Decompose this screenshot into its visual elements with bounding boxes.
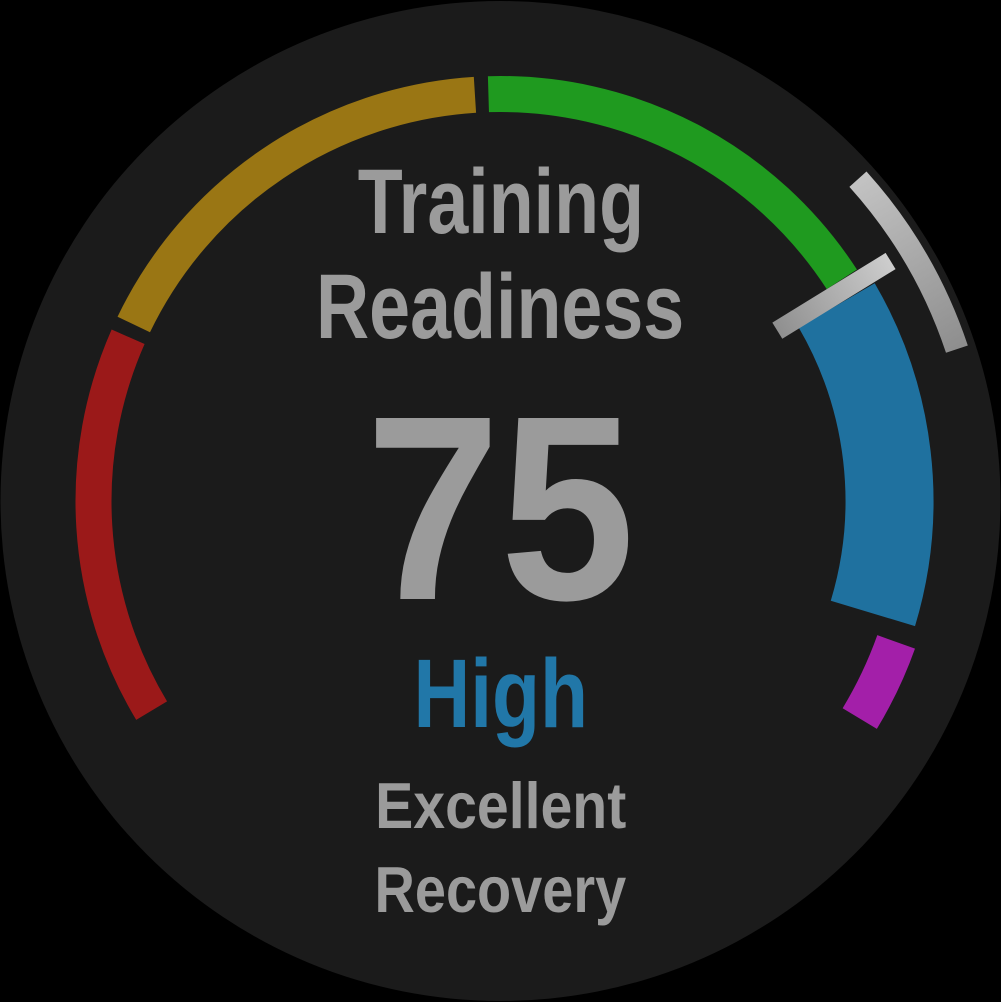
zone-arc-red — [75, 329, 168, 720]
zone-arc-gold — [117, 76, 477, 333]
zone-arc-blue — [798, 283, 934, 627]
score-marker-tick — [772, 252, 896, 339]
zone-arc-purple — [842, 634, 916, 729]
score-range-arc — [849, 171, 968, 353]
zone-arc-green — [487, 76, 857, 290]
